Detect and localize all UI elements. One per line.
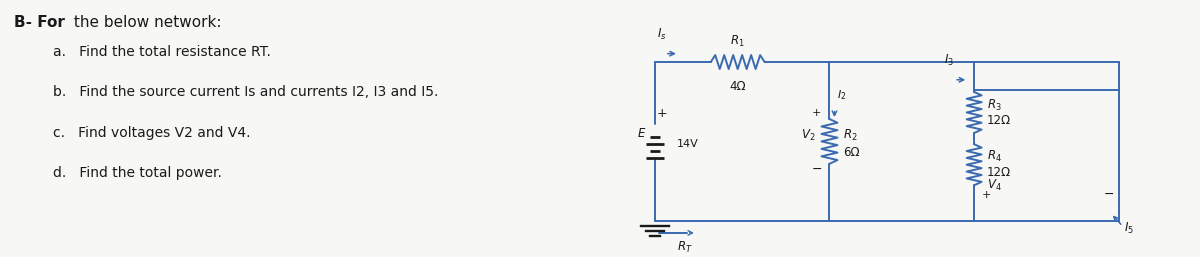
Text: $R_4$: $R_4$ [988, 149, 1002, 164]
Text: c.   Find voltages V2 and V4.: c. Find voltages V2 and V4. [53, 125, 251, 140]
Text: $I_5$: $I_5$ [1123, 221, 1134, 236]
Text: 12Ω: 12Ω [988, 166, 1012, 179]
Text: −: − [1104, 188, 1114, 201]
Text: −: − [811, 163, 822, 176]
Text: a.   Find the total resistance RT.: a. Find the total resistance RT. [53, 45, 271, 59]
Text: $R_1$: $R_1$ [731, 34, 745, 49]
Text: 14V: 14V [677, 139, 698, 149]
Text: $E$: $E$ [637, 127, 647, 140]
Text: $R_T$: $R_T$ [677, 240, 692, 255]
Text: the below network:: the below network: [68, 15, 221, 30]
Text: $R_3$: $R_3$ [988, 98, 1002, 114]
Text: 12Ω: 12Ω [988, 114, 1012, 127]
Text: $V_4$: $V_4$ [988, 178, 1002, 193]
Text: $R_2$: $R_2$ [844, 128, 858, 143]
Text: +: + [656, 107, 667, 120]
Text: +: + [982, 190, 991, 200]
Text: $I_s$: $I_s$ [658, 26, 667, 42]
Text: $V_2$: $V_2$ [802, 128, 816, 143]
Text: 6Ω: 6Ω [844, 146, 860, 159]
Text: +: + [812, 108, 821, 118]
Text: $I_3$: $I_3$ [944, 53, 954, 68]
Text: b.   Find the source current Is and currents I2, I3 and I5.: b. Find the source current Is and curren… [53, 85, 439, 99]
Text: $I_2$: $I_2$ [838, 88, 847, 102]
Text: B- For: B- For [14, 15, 65, 30]
Text: d.   Find the total power.: d. Find the total power. [53, 166, 222, 180]
Text: 4Ω: 4Ω [730, 80, 746, 93]
